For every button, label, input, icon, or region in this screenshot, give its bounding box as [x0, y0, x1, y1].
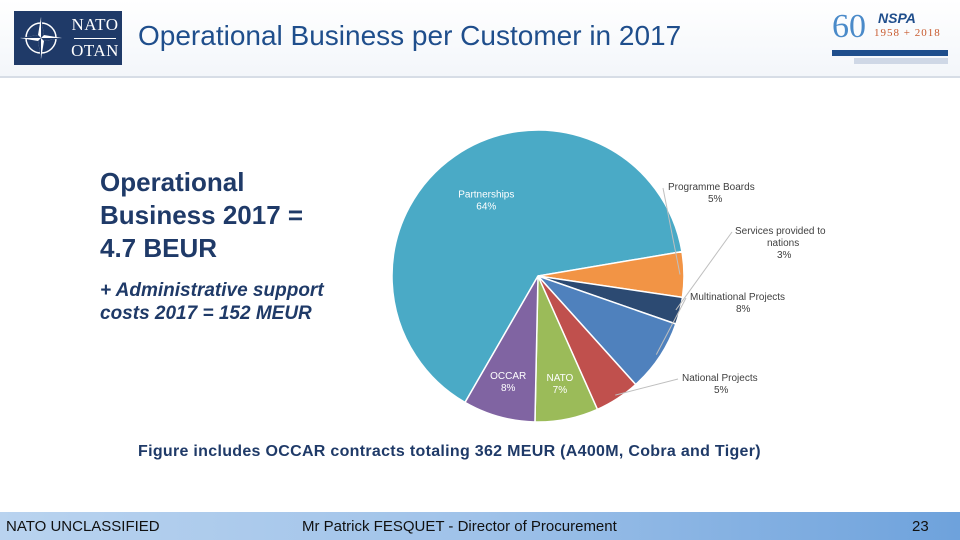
leader-line-programme-boards: [662, 187, 681, 275]
slice-label-nato: NATO: [546, 373, 573, 384]
nato-logo-divider: [74, 38, 116, 39]
summary-line-1: Operational: [100, 167, 245, 197]
leader-line-national-projects: [615, 378, 679, 396]
nspa-acronym: NSPA: [878, 10, 916, 26]
slice-value-national-projects: 5%: [714, 385, 729, 396]
nspa-logo: 60 NSPA 1958 + 2018: [832, 8, 948, 66]
slice-value-occar: 8%: [501, 383, 516, 394]
slice-label-national-projects: National Projects: [682, 373, 758, 384]
slice-label-services-provided-to-nations: nations: [767, 238, 799, 249]
classification-label: NATO UNCLASSIFIED: [6, 518, 160, 535]
nspa-anniversary-number: 60: [832, 8, 866, 45]
slice-value-nato: 7%: [553, 385, 568, 396]
nato-logo: NATO OTAN: [14, 11, 122, 65]
slice-label-occar: OCCAR: [490, 371, 526, 382]
slice-label-multinational-projects: Multinational Projects: [690, 292, 785, 303]
slice-label-programme-boards: Programme Boards: [668, 182, 755, 193]
slice-label-services-provided-to-nations: Services provided to: [735, 226, 826, 237]
slice-label-partnerships: Partnerships: [458, 190, 514, 201]
slice-value-multinational-projects: 8%: [736, 304, 751, 315]
nspa-years: 1958 + 2018: [874, 27, 941, 39]
figure-caption: Figure includes OCCAR contracts totaling…: [138, 443, 761, 460]
business-summary: Operational Business 2017 = 4.7 BEUR + A…: [100, 166, 390, 325]
summary-line-5: costs 2017 = 152 MEUR: [100, 303, 312, 324]
leader-line-services-provided-to-nations: [675, 231, 733, 311]
page-number: 23: [912, 518, 929, 535]
presenter-label: Mr Patrick FESQUET - Director of Procure…: [302, 518, 617, 535]
slide-header: NATO OTAN Operational Business per Custo…: [0, 0, 960, 78]
slide-title: Operational Business per Customer in 201…: [138, 20, 682, 51]
pie-slice-occar: [463, 275, 539, 423]
pie-slice-partnerships: [391, 130, 683, 404]
summary-line-2: Business 2017 =: [100, 200, 304, 230]
slide-footer: NATO UNCLASSIFIED Mr Patrick FESQUET - D…: [0, 512, 960, 540]
leader-line-multinational-projects: [655, 297, 687, 355]
nspa-logo-band-secondary: [854, 58, 948, 64]
slice-value-programme-boards: 5%: [708, 194, 723, 205]
slice-value-services-provided-to-nations: 3%: [777, 250, 792, 261]
nato-logo-text-fr: OTAN: [71, 41, 119, 60]
nato-logo-text-en: NATO: [71, 15, 119, 34]
nato-compass-star-icon: [16, 13, 66, 63]
slice-value-partnerships: 64%: [476, 202, 496, 213]
summary-line-3: 4.7 BEUR: [100, 233, 218, 263]
nspa-logo-band: [832, 50, 948, 56]
summary-line-4: + Administrative support: [100, 280, 324, 301]
